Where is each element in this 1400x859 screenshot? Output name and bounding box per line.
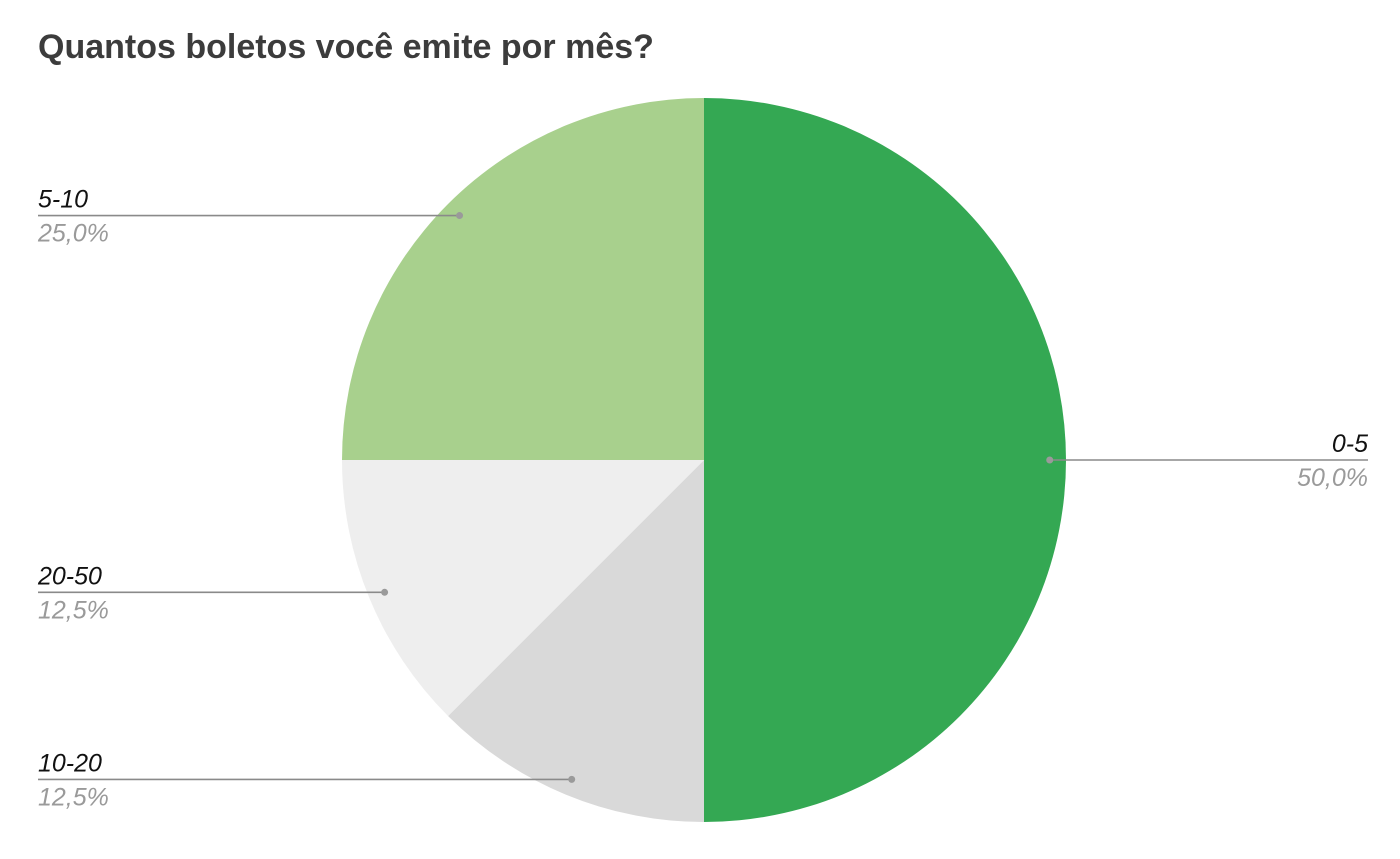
leader-dot-5-10 <box>456 212 464 220</box>
pie-labels: 0-5 50,0% 10-20 12,5% 20-50 12,5% 5-10 25,0% <box>37 186 1368 812</box>
pie-slice-20-50 <box>342 460 704 716</box>
slice-label-0-5: 0-5 <box>1332 430 1368 458</box>
leader-dot-20-50 <box>381 588 389 596</box>
slice-percent-5-10: 25,0% <box>37 220 109 248</box>
leader-dot-0-5 <box>1046 456 1054 464</box>
pie-slice-0-5 <box>704 98 1066 822</box>
pie-slice-5-10 <box>342 98 704 460</box>
slice-label-5-10: 5-10 <box>38 186 88 214</box>
pie-slice-10-20 <box>448 460 704 822</box>
slice-percent-10-20: 12,5% <box>38 783 109 811</box>
slice-label-20-50: 20-50 <box>37 562 102 590</box>
pie-slices <box>342 98 1066 822</box>
slice-percent-0-5: 50,0% <box>1297 464 1368 492</box>
chart-title: Quantos boletos você emite por mês? <box>38 28 654 66</box>
slice-label-10-20: 10-20 <box>38 749 102 777</box>
leader-dot-10-20 <box>568 775 576 783</box>
slice-percent-20-50: 12,5% <box>38 596 109 624</box>
